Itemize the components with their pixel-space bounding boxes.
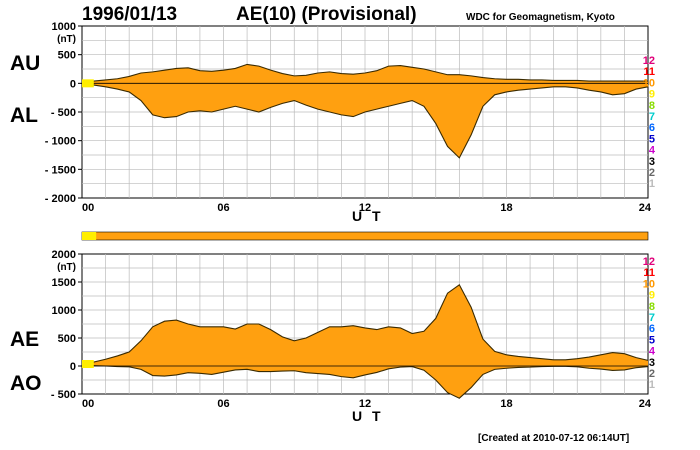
panel1-x-tick-label: 00 [82,202,94,214]
legend-item-2: 3 [649,357,655,369]
panel2-y-tick-label: - 500 [51,389,76,401]
panel2-x-tick-label: 06 [217,398,229,410]
legend-item-1: 10 [643,77,655,89]
legend-item-2: 12 [643,256,655,268]
legend-item-1: 7 [649,111,655,123]
created-note: [Created at 2010-07-12 06:14UT] [478,433,630,444]
panel2-x-tick-label: 18 [500,398,512,410]
ae-label: AE [10,328,40,351]
panel2-y-tick-label: 0 [70,361,76,373]
legend-item-1: 1 [649,178,655,190]
legend-item-1: 2 [649,167,655,179]
panel1-y-tick-label: - 1000 [45,136,76,148]
panel1-x-tick-label: 12 [359,202,371,214]
legend-item-1: 11 [643,66,655,78]
panel2-y-tick-label: 1500 [52,277,76,289]
panel1-y-tick-label: 0 [70,78,76,90]
panel1-y-tick-label: 500 [58,50,76,62]
legend-item-2: 7 [649,312,655,324]
panel2-y-tick-label: 1000 [52,305,76,317]
panel1-x-tick-label: 06 [217,202,229,214]
legend-item-1: 5 [649,133,655,145]
panel1-y-tick-label: - 1500 [45,164,76,176]
legend-item-2: 11 [643,267,655,279]
station-count-strip [81,231,649,241]
panel1-y-tick-label: 1000 [52,21,76,33]
panel2-marker [82,360,94,368]
legend-item-1: 12 [643,55,655,67]
panel1-series-au [81,63,648,83]
legend-item-2: 6 [649,323,655,335]
panel1-marker [82,79,94,88]
panel1-x-tick-label: 24 [639,202,652,214]
legend-item-2: 10 [643,278,655,290]
au-label: AU [10,52,41,75]
panel2-y-tick-label: 500 [58,333,76,345]
panel1-series-al [81,83,649,159]
ao-label: AO [10,372,42,395]
legend-item-2: 4 [649,346,656,358]
panel2-unit-label: (nT) [57,262,76,273]
panel1-x-tick-label: 18 [500,202,512,214]
panel2-band-fill [82,284,648,399]
chart-date: 1996/01/13 [82,4,178,25]
legend-item-1: 8 [649,100,655,112]
panel2-x-tick-label: 12 [359,398,371,410]
chart-title: AE(10) (Provisional) [236,4,417,25]
panel2-x-tick-label: 24 [639,398,652,410]
legend-item-1: 6 [649,122,655,134]
org-label: WDC for Geomagnetism, Kyoto [466,12,615,23]
x-axis-label-top: U T [352,208,384,224]
legend-item-2: 1 [649,379,655,391]
panel1-unit-label: (nT) [57,34,76,45]
panel1-y-tick-label: - 2000 [45,193,76,205]
legend-item-1: 3 [649,156,655,168]
legend-item-2: 9 [649,290,655,302]
panel2-x-tick-label: 00 [82,398,94,410]
panel2-series-ae [81,283,649,364]
station-count-strip-low [82,232,97,240]
panel2-y-tick-label: 2000 [52,249,76,261]
x-axis-label-bottom: U T [352,408,384,424]
legend-item-1: 9 [649,89,655,101]
panel1-band-fill [82,64,648,158]
legend-item-1: 4 [649,145,656,157]
legend-item-2: 5 [649,334,655,346]
al-label: AL [10,104,38,127]
legend-item-2: 2 [649,368,655,380]
panel1-y-tick-label: - 500 [51,107,76,119]
legend-item-2: 8 [649,301,655,313]
